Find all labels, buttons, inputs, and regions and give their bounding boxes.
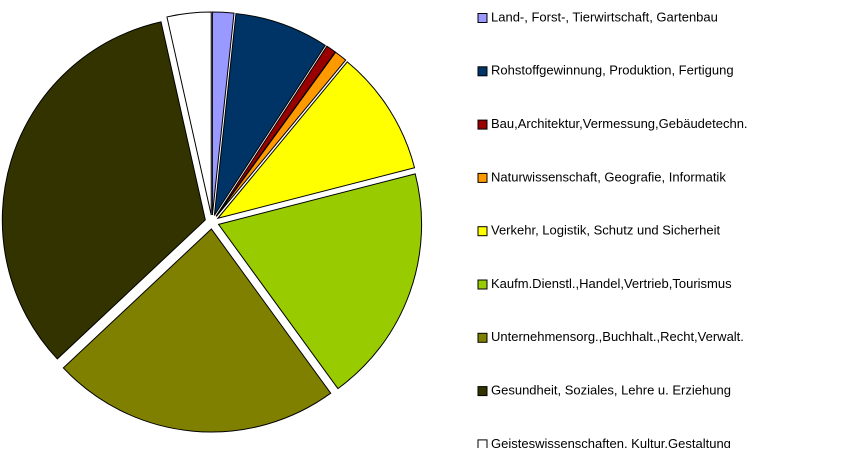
legend-label: Bau,Architektur,Vermessung,Gebäudetechn. (491, 116, 748, 131)
pie-slice (215, 51, 347, 217)
legend-label: Geisteswissenschaften, Kultur,Gestaltung (491, 436, 731, 448)
legend-swatch (477, 226, 488, 237)
pie-slice (216, 61, 416, 220)
legend-swatch (477, 279, 488, 290)
legend-label: Verkehr, Logistik, Schutz und Sicherheit (491, 223, 720, 238)
pie-slice (217, 173, 423, 390)
pie-slice (1, 21, 206, 360)
legend-label: Rohstoffgewinnung, Produktion, Fertigung (491, 63, 734, 78)
pie-slice (62, 228, 332, 433)
legend-swatch (477, 386, 488, 397)
legend-swatch (477, 439, 488, 450)
legend-swatch (477, 13, 488, 23)
pie-slice (211, 11, 235, 216)
legend-label: Unternehmensorg.,Buchhalt.,Recht,Verwalt… (491, 329, 744, 344)
pie-slice (213, 13, 326, 216)
legend-label: Naturwissenschaft, Geografie, Informatik (491, 169, 726, 184)
legend-swatch (477, 66, 488, 77)
legend-swatch (477, 119, 488, 130)
legend-swatch (477, 172, 488, 183)
legend-label: Kaufm.Dienstl.,Handel,Vertrieb,Tourismus (491, 276, 732, 291)
legend-label: Land-, Forst-, Tierwirtschaft, Gartenbau (491, 9, 718, 24)
legend-swatch (477, 332, 488, 343)
pie-slice (166, 11, 212, 216)
legend-label: Gesundheit, Soziales, Lehre u. Erziehung (491, 383, 731, 398)
